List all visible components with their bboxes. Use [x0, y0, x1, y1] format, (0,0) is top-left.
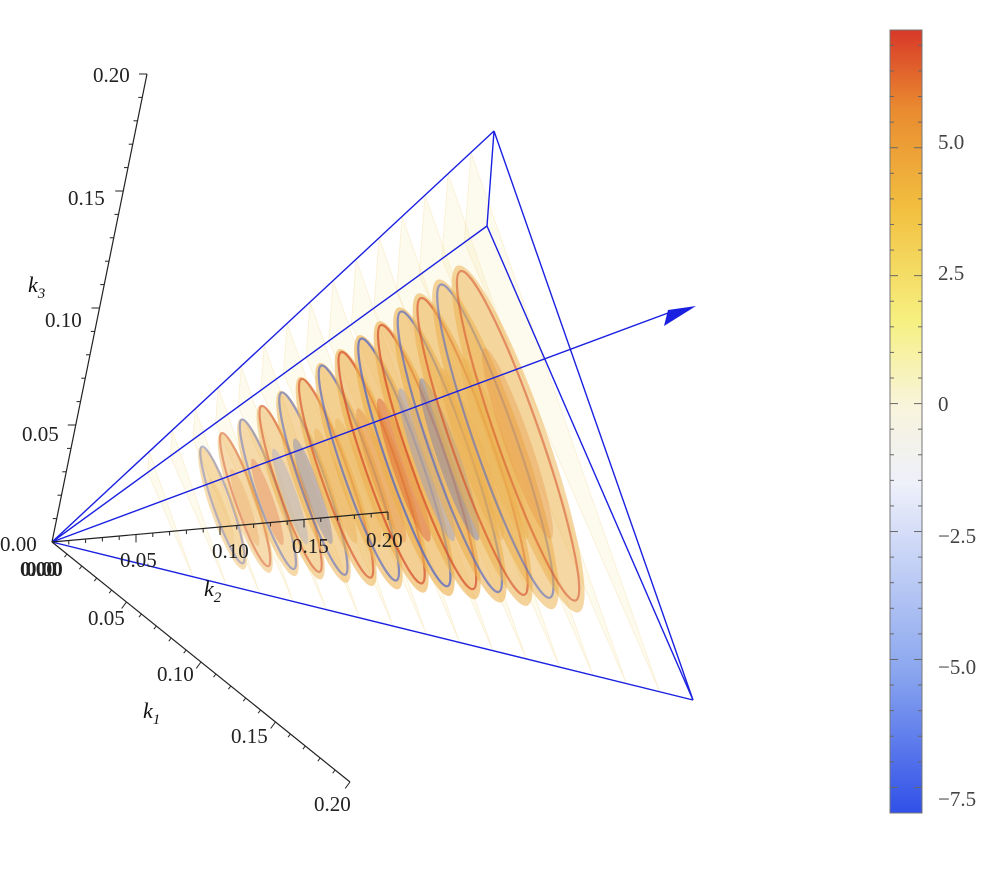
density-slice-core — [335, 418, 382, 543]
k3-tick-label: 0.20 — [93, 63, 130, 87]
density-slice — [334, 348, 429, 593]
colorbar-gradient — [889, 29, 923, 814]
outer-slice — [215, 387, 294, 602]
k2-tick-label: 0.00 — [20, 557, 57, 581]
axis-tick — [64, 553, 68, 558]
axis-tick — [270, 721, 276, 729]
density-slice — [217, 432, 273, 573]
axis-tick — [108, 589, 112, 594]
k3-tick-label: 0.05 — [22, 422, 59, 446]
colorbar-tick-label: 5.0 — [938, 130, 964, 154]
colorbar-tick-label: 0 — [938, 392, 949, 416]
k1-tick-label: 0.15 — [231, 724, 268, 748]
density-slice — [256, 404, 325, 580]
colorbar-tick-label: −5.0 — [938, 655, 976, 679]
axis-tick — [302, 745, 306, 750]
axis-tick — [257, 709, 262, 714]
density-slice-core — [209, 478, 235, 547]
k1-tick-label: 0.00 — [26, 557, 63, 581]
density-slice-rim — [455, 269, 581, 602]
density-slice-core — [251, 458, 284, 546]
outline-edge — [486, 130, 495, 227]
axis-tick — [317, 757, 321, 762]
k2-tick-label: 0.05 — [120, 548, 157, 572]
axis-tick — [344, 781, 351, 789]
axis-tick — [227, 685, 232, 690]
density-slice-core — [356, 408, 407, 543]
axis-tick — [168, 637, 172, 642]
colorbar: 5.0 2.5 0 −2.5 −5.0 −7.5 — [889, 29, 976, 814]
k3-tick-label: 0.15 — [68, 186, 105, 210]
density-slice — [237, 418, 299, 577]
density-slice-core — [377, 398, 431, 542]
density-slice — [295, 376, 377, 587]
axis-tick — [138, 613, 142, 618]
k1-tick-label: 0.20 — [314, 792, 351, 816]
colorbar-tick-label: −2.5 — [938, 524, 976, 548]
outline-edge — [493, 130, 694, 701]
axis-tick — [93, 577, 98, 582]
k2-tick-label: 0.15 — [292, 534, 329, 558]
outline-edge — [51, 225, 488, 543]
k3-tick-labels: 0.20 0.15 0.10 0.05 0.00 — [0, 63, 130, 556]
k3-tick-label: 0.00 — [0, 532, 37, 556]
outer-slice — [169, 430, 227, 586]
outline-edge — [51, 541, 694, 701]
diagonal-arrow — [51, 306, 696, 543]
density-slice — [315, 362, 403, 590]
k1-tick-labels: 0.00 0.05 0.10 0.15 0.20 — [26, 557, 351, 816]
axis-tick — [287, 733, 291, 738]
k3-tick-label: 0.10 — [45, 308, 82, 332]
density-slice-core — [314, 428, 358, 544]
density-slice-core — [398, 388, 456, 542]
axis-tick — [195, 661, 202, 669]
outer-slice — [192, 408, 261, 594]
density-slice-rim — [199, 445, 246, 565]
pyramid-outline — [51, 130, 694, 701]
density-slice-core — [482, 348, 554, 539]
axis-tick — [121, 601, 127, 609]
k2-tick-label: 0.10 — [212, 539, 249, 563]
axis-tick — [153, 625, 157, 630]
axis-tick — [79, 565, 83, 570]
outline-edge — [486, 225, 694, 701]
axis-tick — [183, 649, 187, 654]
arrowhead-icon — [664, 306, 696, 326]
k2-tick-labels: 0.00 0.05 0.10 0.15 0.20 — [20, 528, 403, 581]
k3-axis-label: k3 — [28, 272, 45, 302]
k2-axis-label: k2 — [204, 576, 222, 606]
axis-tick — [242, 697, 247, 702]
outer-slice — [147, 451, 194, 577]
density-slice — [451, 265, 585, 613]
density-slices — [147, 152, 661, 692]
colorbar-tick-label: 2.5 — [938, 261, 964, 285]
density-slice — [276, 390, 351, 583]
density-slice — [198, 446, 247, 570]
k1-tick-label: 0.05 — [88, 606, 125, 630]
axis-tick — [213, 673, 217, 678]
k1-tick-label: 0.10 — [157, 662, 194, 686]
colorbar-tick-label: −7.5 — [938, 787, 976, 811]
axes — [51, 73, 389, 789]
k1-axis-label: k1 — [143, 698, 160, 728]
density-slice-core — [272, 448, 309, 545]
density-slice-core — [230, 468, 260, 546]
outline-edge — [51, 130, 495, 543]
density-slice-rim — [218, 431, 272, 568]
k2-tick-label: 0.20 — [366, 528, 403, 552]
axis-tick — [332, 769, 336, 774]
